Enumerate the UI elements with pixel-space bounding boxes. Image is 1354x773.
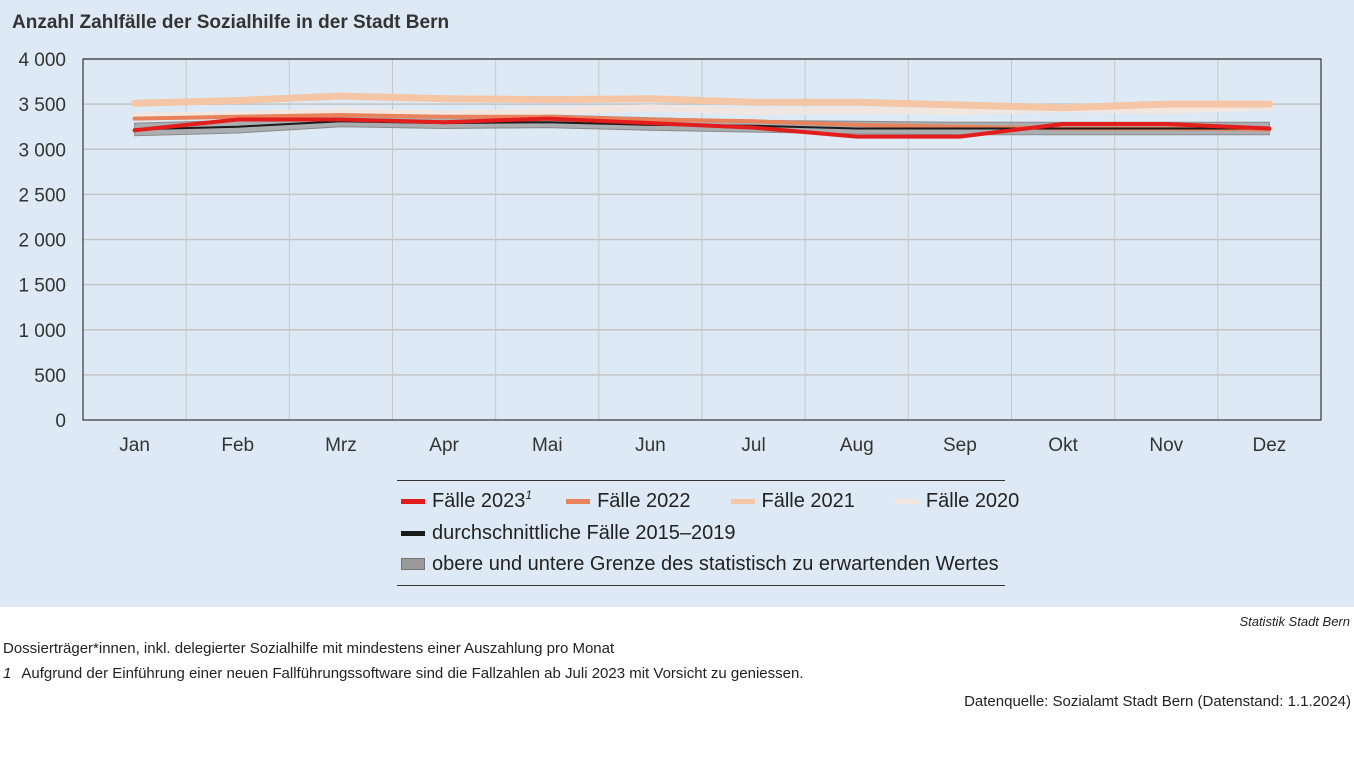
plot-frame [82, 58, 1322, 421]
x-tick-label: Jun [635, 435, 666, 456]
chart-title: Anzahl Zahlfälle der Sozialhilfe in der … [12, 12, 450, 33]
x-tick-label: Apr [429, 435, 459, 456]
y-tick-label: 500 [34, 366, 66, 387]
legend-row-2: durchschnittliche Fälle 2015–2019 [397, 520, 736, 546]
legend-swatch-2023 [401, 498, 425, 504]
y-tick-label: 4 000 [18, 50, 66, 71]
x-tick-label: Mrz [325, 435, 357, 456]
x-axis-ticks: Jan Feb Mrz Apr Mai Jun Jul Aug Sep Okt Nov Dez [119, 435, 1286, 456]
legend-footnote-mark: 1 [525, 487, 533, 502]
y-tick-label: 2 000 [18, 231, 66, 252]
x-tick-label: Jan [119, 435, 150, 456]
legend: Fälle 20231 Fälle 2022 Fälle 2021 Fälle … [397, 480, 1019, 586]
legend-swatch-band [401, 558, 425, 570]
x-tick-label: Nov [1149, 435, 1183, 456]
y-tick-label: 3 500 [18, 95, 66, 116]
legend-label-2023: Fälle 2023 [432, 489, 526, 512]
legend-swatch-2022 [566, 498, 591, 504]
footnote-1: 1 Aufgrund der Einführung einer neuen Fal… [3, 665, 803, 682]
footnote-definition: Dossierträger*innen, inkl. delegierter S… [3, 640, 615, 657]
legend-item-2021: Fälle 2021 [727, 490, 855, 513]
footnote-1-text: Aufgrund der Einführung einer neuen Fall… [21, 665, 804, 682]
legend-row-3: obere und untere Grenze des statistisch … [397, 551, 999, 577]
x-tick-label: Aug [840, 435, 874, 456]
source-credit: Statistik Stadt Bern [1239, 614, 1350, 629]
legend-item-average: durchschnittliche Fälle 2015–2019 [397, 522, 736, 545]
series-line-f-lle-2021 [131, 92, 1273, 112]
legend-label-2020: Fälle 2020 [925, 489, 1020, 512]
legend-item-2023: Fälle 20231 [397, 487, 533, 513]
legend-label-band: obere und untere Grenze des statistisch … [432, 552, 999, 575]
x-tick-label: Feb [221, 435, 254, 456]
footnote-1-mark: 1 [3, 665, 12, 682]
legend-row-1: Fälle 20231 Fälle 2022 Fälle 2021 Fälle … [397, 488, 1019, 514]
y-tick-label: 3 000 [18, 140, 66, 161]
y-tick-label: 2 500 [18, 185, 66, 206]
legend-label-average: durchschnittliche Fälle 2015–2019 [432, 521, 736, 544]
legend-label-2022: Fälle 2022 [597, 489, 691, 512]
legend-item-band: obere und untere Grenze des statistisch … [397, 553, 999, 576]
y-tick-label: 0 [55, 411, 66, 432]
legend-item-2022: Fälle 2022 [562, 489, 691, 513]
y-axis-ticks: 0 500 1 000 1 500 2 000 2 500 3 000 3 500 4 000 [18, 50, 66, 432]
legend-label-2021: Fälle 2021 [761, 489, 855, 512]
x-tick-label: Jul [741, 435, 765, 456]
x-tick-label: Okt [1048, 435, 1078, 456]
legend-item-2020: Fälle 2020 [891, 490, 1019, 513]
y-tick-label: 1 000 [18, 321, 66, 342]
x-tick-label: Dez [1253, 435, 1287, 456]
legend-swatch-2020 [894, 498, 919, 504]
x-tick-label: Mai [532, 435, 563, 456]
legend-swatch-2021 [730, 498, 755, 504]
x-tick-label: Sep [943, 435, 977, 456]
series-line-f-lle-2023 [132, 116, 1272, 139]
chart-panel: Anzahl Zahlfälle der Sozialhilfe in der … [0, 0, 1354, 607]
series-lines [131, 92, 1273, 139]
data-source: Datenquelle: Sozialamt Stadt Bern (Daten… [964, 693, 1351, 710]
legend-swatch-average [401, 530, 425, 536]
y-tick-label: 1 500 [18, 276, 66, 297]
